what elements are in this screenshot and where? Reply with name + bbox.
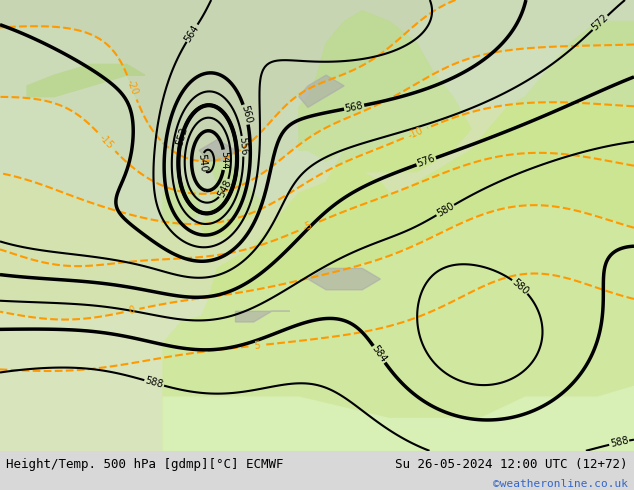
Text: -10: -10	[406, 125, 425, 141]
Text: 568: 568	[344, 100, 364, 114]
Text: Su 26-05-2024 12:00 UTC (12+72): Su 26-05-2024 12:00 UTC (12+72)	[395, 458, 628, 471]
Text: 584: 584	[370, 344, 389, 365]
Text: 544: 544	[219, 150, 230, 169]
Polygon shape	[299, 75, 344, 107]
Polygon shape	[163, 300, 290, 387]
Polygon shape	[417, 322, 543, 387]
Text: -5: -5	[301, 220, 314, 233]
Polygon shape	[235, 311, 290, 322]
Text: -15: -15	[98, 132, 115, 151]
Text: 588: 588	[609, 436, 630, 449]
Polygon shape	[163, 22, 634, 451]
Text: 576: 576	[416, 153, 437, 169]
Polygon shape	[163, 182, 199, 225]
Text: 572: 572	[590, 13, 611, 33]
Text: 540: 540	[196, 153, 208, 172]
Text: -20: -20	[124, 78, 139, 97]
Polygon shape	[308, 269, 380, 290]
Text: 548: 548	[216, 178, 233, 199]
Text: 560: 560	[239, 104, 253, 125]
Polygon shape	[199, 150, 262, 236]
Text: Height/Temp. 500 hPa [gdmp][°C] ECMWF: Height/Temp. 500 hPa [gdmp][°C] ECMWF	[6, 458, 284, 471]
Text: 580: 580	[435, 201, 456, 219]
Polygon shape	[163, 387, 634, 451]
Polygon shape	[199, 140, 235, 161]
Text: 580: 580	[510, 276, 531, 296]
Polygon shape	[326, 300, 417, 365]
Text: 0: 0	[127, 305, 136, 316]
Text: 564: 564	[183, 23, 201, 44]
Text: 556: 556	[237, 137, 249, 156]
Text: 588: 588	[144, 376, 164, 390]
Text: 552: 552	[174, 125, 190, 146]
Polygon shape	[27, 64, 145, 97]
Polygon shape	[299, 11, 471, 171]
Text: ©weatheronline.co.uk: ©weatheronline.co.uk	[493, 479, 628, 489]
Text: 5: 5	[253, 340, 260, 351]
